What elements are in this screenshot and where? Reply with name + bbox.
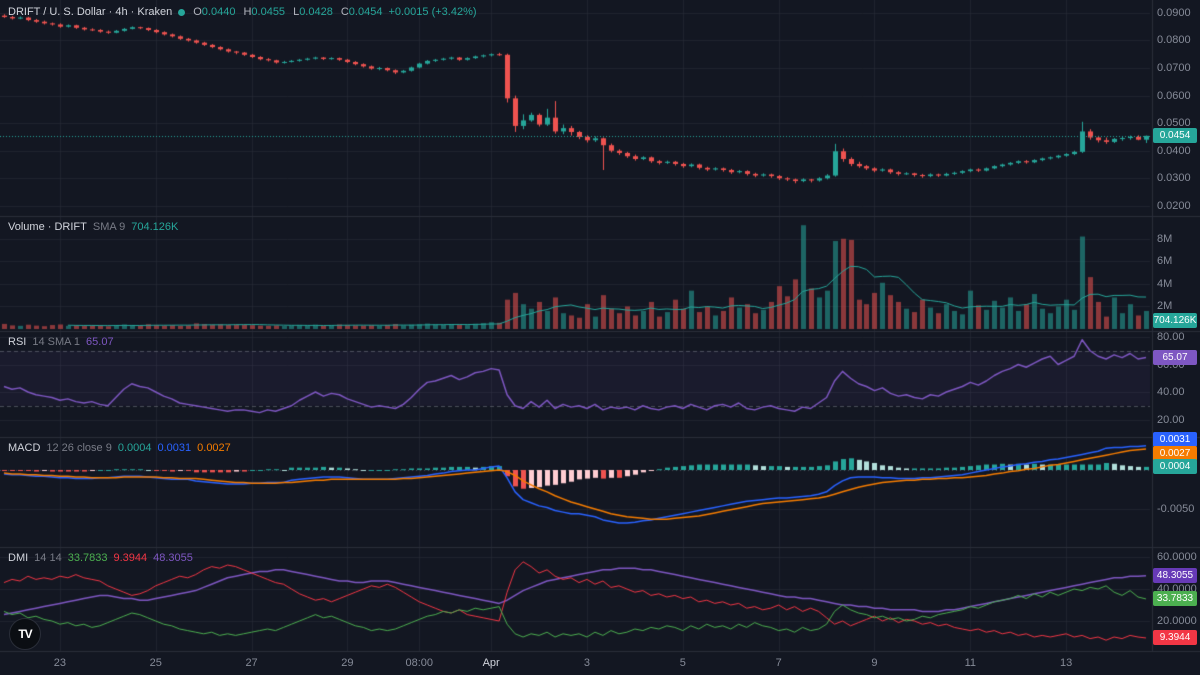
macd-line-value: 0.0031	[157, 442, 192, 454]
rsi-title[interactable]: RSI	[8, 336, 27, 348]
macd-pane-legend: MACD 12 26 close 9 0.0004 0.0031 0.0027	[8, 442, 231, 454]
rsi-pane-legend: RSI 14 SMA 1 65.07	[8, 336, 114, 348]
macd-title[interactable]: MACD	[8, 442, 41, 454]
dmi-params: 14 14	[34, 552, 62, 564]
volume-sma-badge: 704.126K	[1153, 313, 1197, 329]
axis-tick-label: 0.0400	[1157, 144, 1191, 157]
macd-hist-badge: 0.0004	[1153, 458, 1197, 474]
time-tick-label: 25	[149, 657, 162, 669]
tradingview-logo[interactable]: TV	[9, 618, 41, 650]
ohlc-high: H0.0455	[243, 6, 286, 18]
dmi-title[interactable]: DMI	[8, 552, 29, 564]
axis-tick-label: 40.00	[1157, 386, 1185, 398]
axis-tick-label: 0.0600	[1157, 89, 1191, 102]
dmi-plus-badge: 33.7833	[1153, 590, 1197, 606]
axis-tick-label: -0.0050	[1157, 503, 1195, 515]
dmi-adx-value: 48.3055	[153, 552, 193, 564]
axis-tick-label: 0.0200	[1157, 199, 1191, 212]
axis-tick-label: 4M	[1157, 277, 1173, 290]
price-pane-legend: DRIFT / U. S. Dollar · 4h · Kraken O0.04…	[8, 6, 477, 18]
rsi-value: 65.07	[86, 336, 114, 348]
dmi-pane-legend: DMI 14 14 33.7833 9.3944 48.3055	[8, 552, 193, 564]
macd-signal-badge: 0.0027	[1153, 445, 1197, 461]
ohlc-open: O0.0440	[193, 6, 236, 18]
ohlc-close: C0.0454	[340, 6, 383, 18]
time-tick-label: 3	[583, 657, 591, 669]
axis-tick-label: 2M	[1157, 300, 1173, 313]
time-tick-label: 27	[245, 657, 258, 669]
time-tick-label: 08:00	[405, 657, 434, 669]
time-tick-label: Apr	[482, 657, 500, 669]
axis-tick-label: 8M	[1157, 232, 1173, 245]
axis-tick-label: 0.0500	[1157, 117, 1191, 130]
macd-params: 12 26 close 9	[46, 442, 112, 454]
time-tick-label: 5	[679, 657, 686, 669]
axis-tick-label: 6M	[1157, 255, 1173, 268]
time-tick-label: 23	[53, 657, 67, 669]
dmi-minus-badge: 9.3944	[1153, 629, 1197, 645]
dmi-minus-value: 9.3944	[113, 552, 148, 564]
market-status-dot	[178, 8, 186, 16]
axis-tick-label: 80.00	[1157, 331, 1185, 343]
axis-tick-label: 0.0900	[1157, 6, 1191, 19]
macd-line-badge: 0.0031	[1153, 431, 1197, 447]
time-tick-label: 29	[341, 657, 354, 669]
axis-tick-label: 20.00	[1157, 413, 1185, 426]
dmi-adx-badge: 48.3055	[1153, 567, 1197, 583]
symbol-title[interactable]: DRIFT / U. S. Dollar · 4h · Kraken	[8, 6, 173, 18]
ohlc-low: L0.0428	[293, 6, 333, 18]
volume-params: SMA 9	[92, 221, 126, 233]
axis-tick-label: 60.0000	[1157, 551, 1197, 563]
axis-tick-label: 0.0800	[1157, 34, 1191, 47]
time-tick-label: 7	[775, 657, 782, 669]
volume-value: 704.126K	[131, 221, 179, 233]
dmi-plus-value: 33.7833	[67, 552, 108, 564]
axis-tick-label: 0.0300	[1157, 172, 1191, 185]
time-tick-label: 13	[1060, 657, 1073, 669]
price-change: +0.0015 (+3.42%)	[388, 6, 477, 18]
macd-signal-value: 0.0027	[197, 442, 231, 454]
axis-tick-label: 20.0000	[1157, 615, 1197, 627]
rsi-params: 14 SMA 1	[32, 336, 81, 348]
rsi-badge: 65.07	[1153, 349, 1197, 365]
time-tick-label: 9	[871, 657, 878, 669]
price-badge: 0.0454	[1153, 127, 1197, 143]
volume-pane-legend: Volume · DRIFT SMA 9 704.126K	[8, 221, 178, 233]
volume-title[interactable]: Volume · DRIFT	[8, 221, 87, 233]
time-tick-label: 11	[964, 657, 977, 669]
axis-tick-label: 0.0700	[1157, 62, 1191, 75]
macd-hist-value: 0.0004	[117, 442, 152, 454]
